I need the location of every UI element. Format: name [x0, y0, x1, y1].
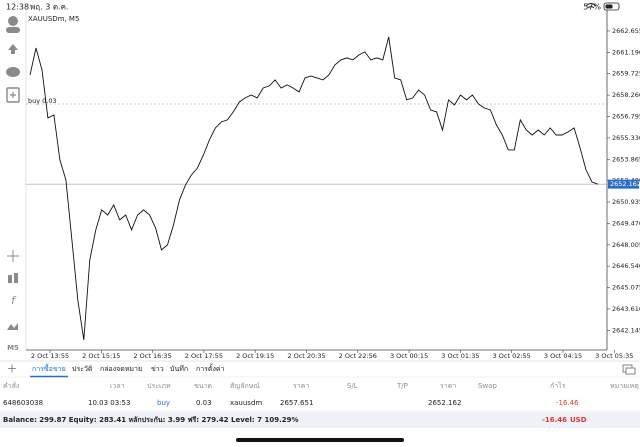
cell-symbol: xauusdm	[230, 399, 262, 407]
tab[interactable]: การซื้อขาย	[32, 362, 66, 373]
y-tick-label: 2645.075	[612, 284, 640, 292]
tab[interactable]: บันทึก	[170, 364, 188, 373]
x-tick-label: 3 Oct 02:55	[493, 352, 531, 360]
status-date: พฤ. 3 ต.ค.	[30, 3, 68, 12]
cell-profit: -16.46	[556, 399, 579, 407]
y-tick-label: 2649.470	[612, 219, 640, 227]
column-header: กำไร	[550, 381, 566, 390]
x-tick-label: 2 Oct 13:55	[31, 352, 69, 360]
panel-icon[interactable]	[622, 364, 636, 375]
y-tick-label: 2646.540	[612, 262, 640, 270]
y-tick-label: 2656.795	[612, 112, 640, 120]
balance-summary: Balance: 299.87 Equity: 283.41 หลักประกั…	[3, 416, 298, 424]
price-chart	[25, 10, 608, 351]
x-tick-label: 3 Oct 00:15	[390, 352, 428, 360]
current-price-tag	[608, 179, 639, 189]
status-time: 12:38	[6, 3, 29, 12]
tab[interactable]: การตั้งค่า	[196, 362, 225, 373]
column-header: ราคา	[440, 382, 456, 390]
buy-label: buy 0.03	[28, 97, 57, 105]
price-line	[29, 36, 599, 340]
status-icons	[585, 2, 620, 11]
y-tick-label: 2659.725	[612, 70, 640, 78]
total-profit: -16.46	[542, 416, 567, 424]
y-tick-label: 2655.330	[612, 134, 640, 142]
tab[interactable]: ประวัติ	[72, 365, 93, 373]
cell-current: 2652.162	[428, 399, 461, 407]
y-tick-label: 2648.005	[612, 241, 640, 249]
column-header: เวลา	[110, 382, 125, 390]
cell-order: 648603038	[3, 399, 43, 407]
cell-volume: 0.03	[196, 399, 212, 407]
x-tick-label: 3 Oct 01:35	[441, 352, 479, 360]
cell-price: 2657.651	[280, 399, 313, 407]
column-header: คำสั่ง	[3, 381, 19, 390]
y-tick-label: 2643.610	[612, 305, 640, 313]
column-header: S/L	[347, 382, 358, 390]
y-tick-label: 2661.190	[612, 48, 640, 56]
column-header: T/P	[396, 382, 408, 390]
summary-row	[0, 412, 640, 428]
x-tick-label: 2 Oct 15:15	[82, 352, 120, 360]
column-header: สัญลักษณ์	[230, 382, 260, 390]
y-tick-label: 2642.145	[612, 326, 640, 334]
column-header: Swap	[478, 382, 497, 390]
currency: USD	[570, 416, 587, 424]
timeframe[interactable]: M5	[7, 344, 19, 352]
y-tick-label: 2653.865	[612, 155, 640, 163]
cell-time: 10.03 03:53	[88, 399, 130, 407]
x-tick-label: 2 Oct 17:55	[185, 352, 223, 360]
column-header: ประเภท	[147, 382, 171, 390]
column-header: ราคา	[293, 382, 309, 390]
y-tick-label: 2662.655	[612, 27, 640, 35]
add-button[interactable]: +	[7, 362, 17, 376]
column-header: ขนาด	[194, 382, 212, 390]
x-tick-label: 2 Oct 20:35	[287, 352, 325, 360]
x-tick-label: 3 Oct 05:35	[595, 352, 633, 360]
y-tick-label: 2658.260	[612, 91, 640, 99]
tab[interactable]: กล่องจดหมาย	[100, 365, 142, 373]
x-tick-label: 2 Oct 19:15	[236, 352, 274, 360]
svg-text:f: f	[11, 294, 17, 307]
current-price-label: 2652.162	[610, 180, 640, 188]
symbol-label: XAUUSDm, M5	[28, 15, 79, 23]
x-tick-label: 3 Oct 04:15	[544, 352, 582, 360]
x-tick-label: 2 Oct 16:35	[133, 352, 171, 360]
x-tick-label: 2 Oct 22:56	[339, 352, 377, 360]
left-toolbar[interactable]: f	[6, 16, 20, 330]
tab[interactable]: ข่าว	[151, 365, 164, 373]
y-tick-label: 2650.935	[612, 198, 640, 206]
home-indicator	[236, 438, 404, 442]
column-header: หมายเหตุ	[610, 382, 639, 390]
cell-type: buy	[157, 399, 170, 407]
